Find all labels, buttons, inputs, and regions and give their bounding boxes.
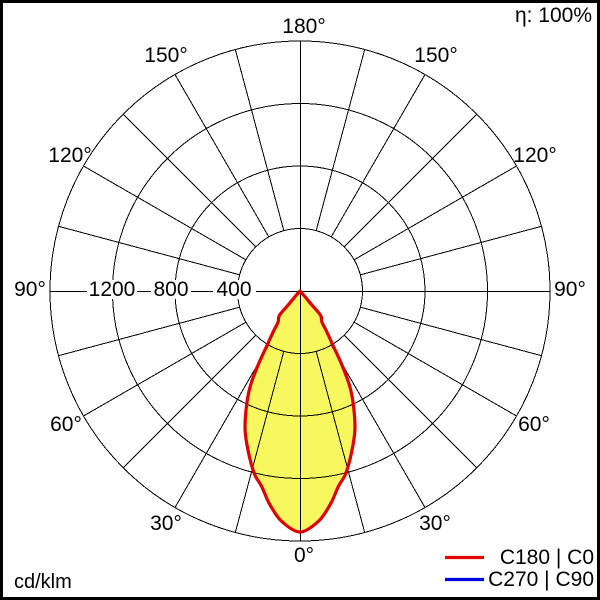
svg-text:90°: 90° [554, 278, 586, 301]
svg-text:120°: 120° [48, 144, 91, 167]
svg-text:150°: 150° [144, 44, 187, 67]
svg-text:180°: 180° [282, 15, 325, 38]
svg-text:C270 | C90: C270 | C90 [488, 568, 594, 591]
svg-text:1200: 1200 [89, 278, 136, 301]
svg-text:0°: 0° [294, 544, 314, 567]
svg-text:800: 800 [153, 278, 188, 301]
svg-text:60°: 60° [50, 413, 82, 436]
svg-text:150°: 150° [414, 44, 457, 67]
svg-text:C180 | C0: C180 | C0 [500, 546, 594, 569]
svg-text:90°: 90° [14, 278, 46, 301]
svg-text:120°: 120° [513, 144, 556, 167]
svg-text:cd/klm: cd/klm [14, 571, 72, 593]
svg-text:400: 400 [216, 278, 251, 301]
svg-text:60°: 60° [518, 413, 550, 436]
svg-text:η: 100%: η: 100% [515, 4, 592, 27]
svg-text:30°: 30° [419, 512, 451, 535]
svg-text:30°: 30° [150, 512, 182, 535]
